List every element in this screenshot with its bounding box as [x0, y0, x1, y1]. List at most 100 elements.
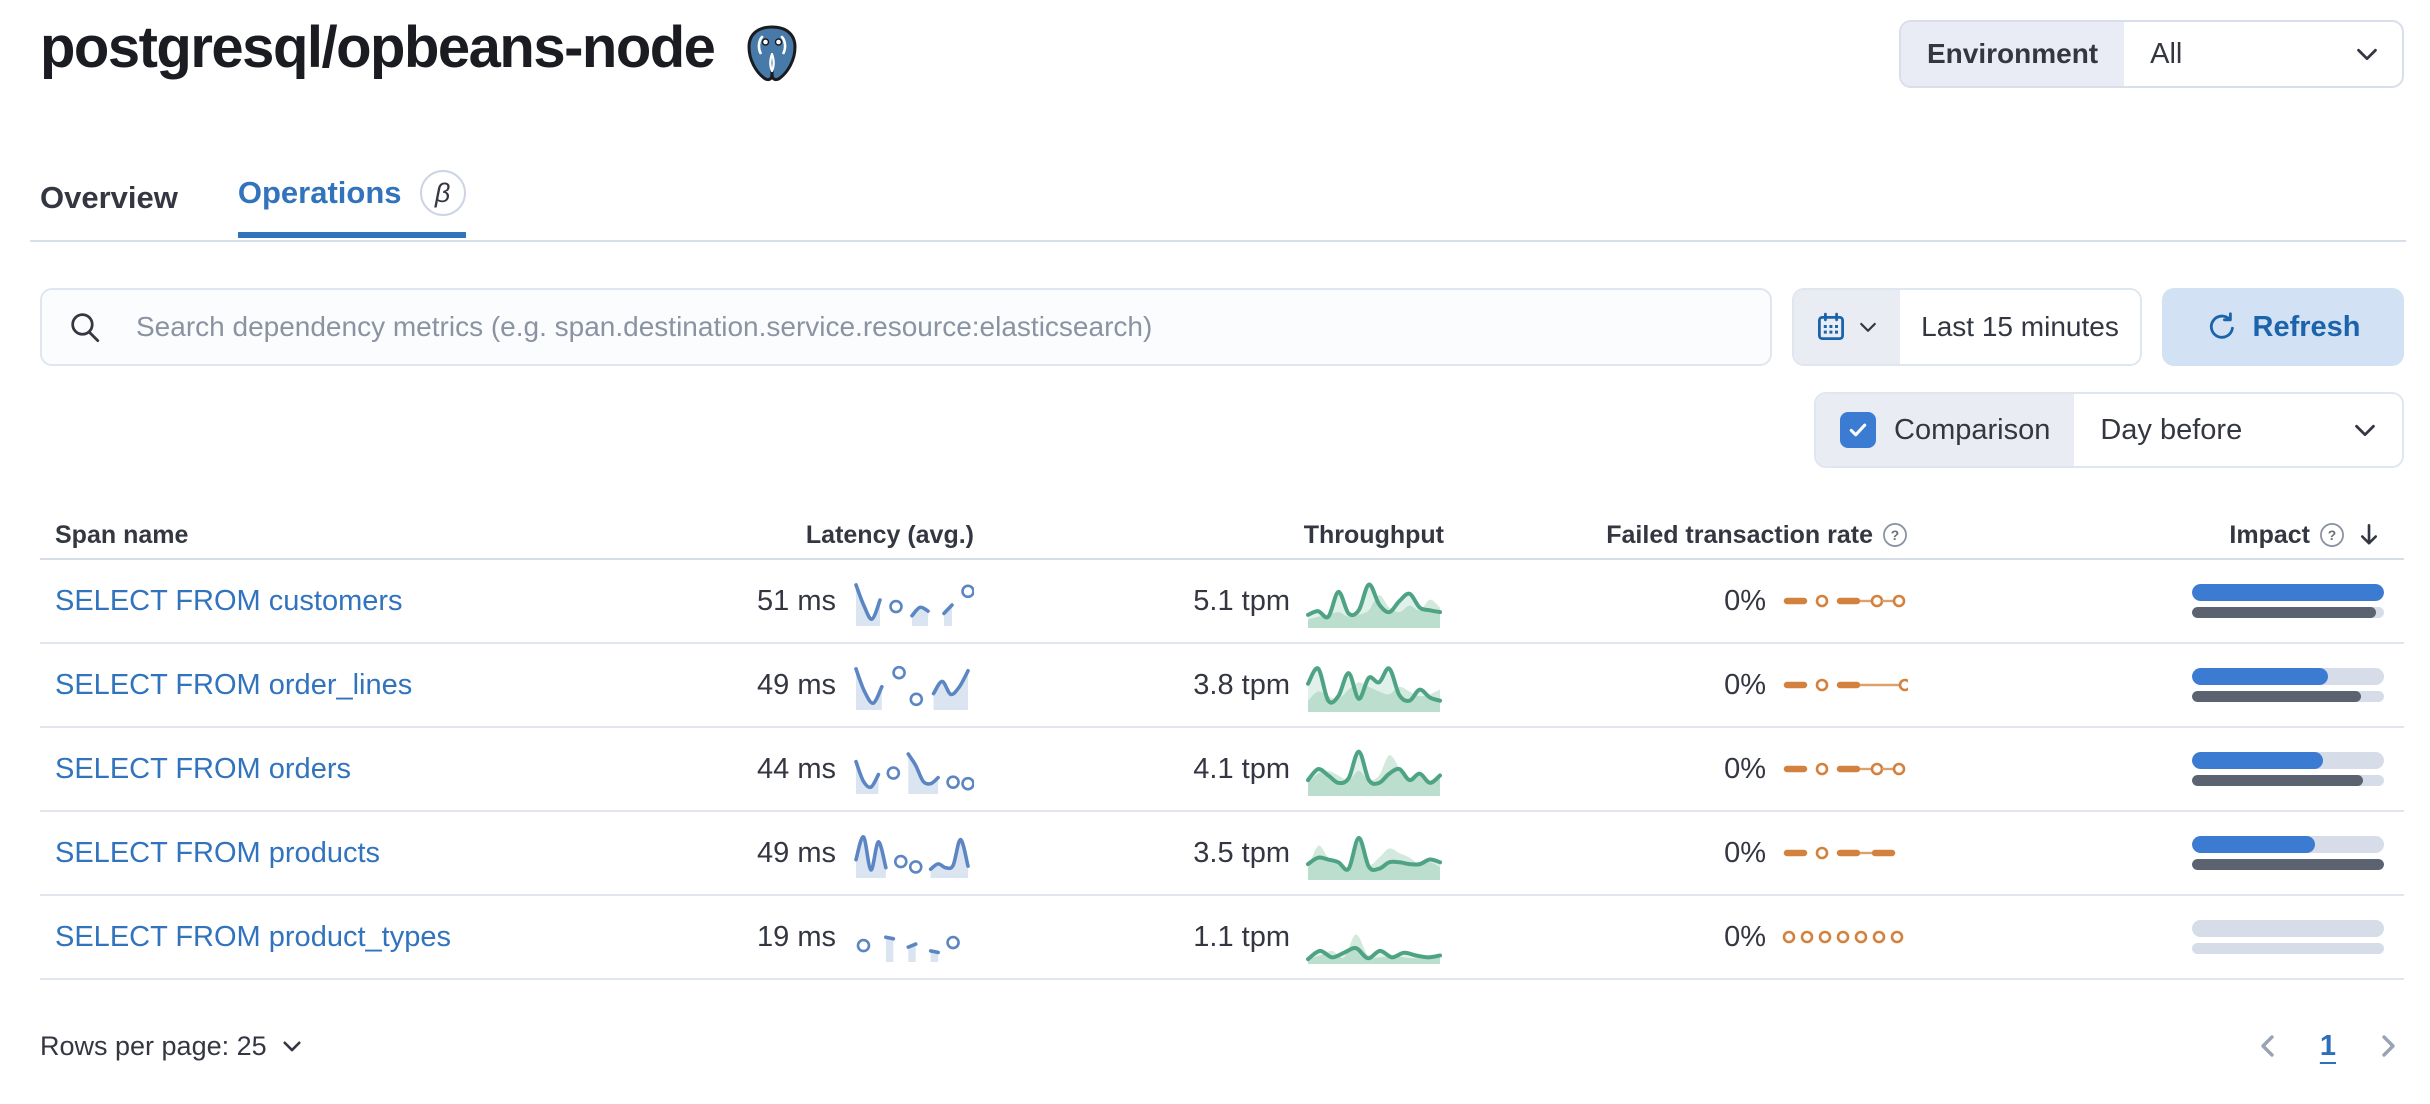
table-header: Span name Latency (avg.) Throughput Fail…	[40, 512, 2404, 560]
latency-sparkline	[854, 752, 974, 794]
comparison-row: Comparison Day before	[1814, 392, 2404, 468]
page-header: postgresql/opbeans-node Environment All	[40, 14, 2404, 88]
column-header-throughput[interactable]: Throughput	[1303, 520, 1444, 549]
column-header-latency[interactable]: Latency (avg.)	[805, 520, 974, 549]
impact-bars	[2192, 920, 2384, 954]
tab-operations-label: Operations	[237, 175, 402, 210]
comparison-value: Day before	[2100, 413, 2243, 446]
impact-bar-current	[2192, 752, 2384, 769]
table-row: SELECT FROM orders 44 ms 4.1 tpm 0%	[40, 728, 2404, 812]
tab-overview[interactable]: Overview	[40, 180, 178, 238]
span-name-link[interactable]: SELECT FROM order_lines	[55, 668, 413, 701]
search-icon	[71, 313, 100, 342]
impact-bar-previous	[2192, 943, 2384, 954]
failed-rate-value: 0%	[1724, 752, 1766, 785]
pagination: 1	[2252, 1030, 2404, 1063]
latency-sparkline	[856, 935, 960, 962]
rows-per-page-label: Rows per page: 25	[40, 1030, 267, 1061]
toolbar: Last 15 minutes Refresh	[40, 288, 2404, 366]
comparison-control: Comparison Day before	[1814, 392, 2404, 468]
comparison-select[interactable]: Day before	[2074, 394, 2402, 466]
operations-table: Span name Latency (avg.) Throughput Fail…	[40, 512, 2404, 980]
span-name-link[interactable]: SELECT FROM customers	[55, 584, 403, 617]
page-number[interactable]: 1	[2319, 1029, 2336, 1062]
latency-sparkline	[854, 583, 974, 626]
latency-value: 49 ms	[757, 668, 836, 701]
refresh-button[interactable]: Refresh	[2162, 288, 2404, 366]
tabs-divider	[30, 240, 2406, 242]
date-picker: Last 15 minutes	[1792, 288, 2142, 366]
column-header-impact[interactable]: Impact ?	[1910, 520, 2404, 550]
beta-badge: β	[419, 170, 466, 216]
comparison-checkbox[interactable]	[1840, 412, 1876, 448]
throughput-value: 3.8 tpm	[1193, 668, 1290, 701]
impact-bar-current	[2192, 584, 2384, 601]
chevron-down-icon	[283, 1041, 301, 1052]
impact-bars	[2192, 836, 2384, 870]
table-row: SELECT FROM customers 51 ms 5.1 tpm 0%	[40, 560, 2404, 644]
calendar-icon	[1817, 312, 1844, 341]
table-row: SELECT FROM products 49 ms 3.5 tpm 0%	[40, 812, 2404, 896]
throughput-value: 1.1 tpm	[1193, 920, 1290, 953]
span-name-link[interactable]: SELECT FROM orders	[55, 752, 351, 785]
tab-overview-label: Overview	[40, 180, 178, 215]
failed-rate-value: 0%	[1724, 668, 1766, 701]
throughput-value: 3.5 tpm	[1193, 836, 1290, 869]
table-footer: Rows per page: 25 1	[40, 1014, 2404, 1078]
impact-bar-previous	[2192, 691, 2384, 702]
latency-value: 51 ms	[757, 584, 836, 617]
column-header-span-name: Span name	[55, 520, 189, 549]
latency-sparkline	[854, 835, 970, 878]
column-header-failed-rate[interactable]: Failed transaction rate ?	[1450, 521, 1910, 550]
failed-rate-value: 0%	[1724, 584, 1766, 617]
latency-sparkline	[854, 665, 970, 710]
refresh-label: Refresh	[2252, 310, 2361, 343]
tab-bar: Overview Operations β	[40, 170, 466, 238]
previous-page-icon[interactable]	[2252, 1030, 2284, 1062]
chevron-down-icon	[2357, 48, 2377, 61]
tab-operations[interactable]: Operations β	[237, 170, 466, 238]
svg-text:?: ?	[1891, 527, 1899, 543]
throughput-value: 4.1 tpm	[1193, 752, 1290, 785]
table-body: SELECT FROM customers 51 ms 5.1 tpm 0% SELEC…	[40, 560, 2404, 980]
failed-rate-value: 0%	[1724, 836, 1766, 869]
refresh-icon	[2209, 312, 2234, 339]
impact-bars	[2192, 668, 2384, 702]
question-icon[interactable]: ?	[2319, 522, 2345, 548]
next-page-icon[interactable]	[2372, 1030, 2404, 1062]
latency-value: 44 ms	[757, 752, 836, 785]
throughput-sparkline	[1306, 666, 1442, 712]
failed-rate-sparkline	[1783, 594, 1906, 608]
check-icon	[1849, 423, 1867, 437]
impact-bar-previous	[2192, 775, 2384, 786]
search-box	[40, 288, 1772, 366]
search-input[interactable]	[40, 288, 1772, 366]
failed-rate-value: 0%	[1724, 920, 1766, 953]
impact-bars	[2192, 584, 2384, 618]
impact-bar-previous	[2192, 607, 2384, 618]
failed-rate-sparkline	[1782, 930, 1904, 944]
throughput-sparkline	[1306, 749, 1442, 796]
throughput-sparkline	[1306, 582, 1442, 628]
environment-value: All	[2150, 37, 2183, 70]
impact-bar-current	[2192, 920, 2384, 937]
rows-per-page-button[interactable]: Rows per page: 25	[40, 1031, 305, 1062]
table-row: SELECT FROM order_lines 49 ms 3.8 tpm 0%	[40, 644, 2404, 728]
impact-bar-previous	[2192, 859, 2384, 870]
comparison-toggle: Comparison	[1816, 394, 2075, 466]
comparison-label: Comparison	[1894, 413, 2051, 446]
date-picker-calendar-button[interactable]	[1794, 290, 1900, 364]
postgresql-icon	[747, 25, 797, 82]
question-icon[interactable]: ?	[1882, 522, 1908, 548]
chevron-down-icon	[2355, 424, 2375, 437]
date-picker-range-button[interactable]: Last 15 minutes	[1900, 290, 2140, 364]
chevron-down-icon	[1859, 322, 1876, 332]
failed-rate-sparkline	[1783, 762, 1906, 776]
environment-select[interactable]: Environment All	[1899, 20, 2404, 88]
failed-rate-sparkline	[1783, 678, 1908, 692]
svg-text:?: ?	[2328, 527, 2336, 543]
throughput-sparkline	[1306, 835, 1442, 880]
environment-label: Environment	[1901, 22, 2125, 86]
span-name-link[interactable]: SELECT FROM product_types	[55, 920, 451, 953]
span-name-link[interactable]: SELECT FROM products	[55, 836, 381, 869]
